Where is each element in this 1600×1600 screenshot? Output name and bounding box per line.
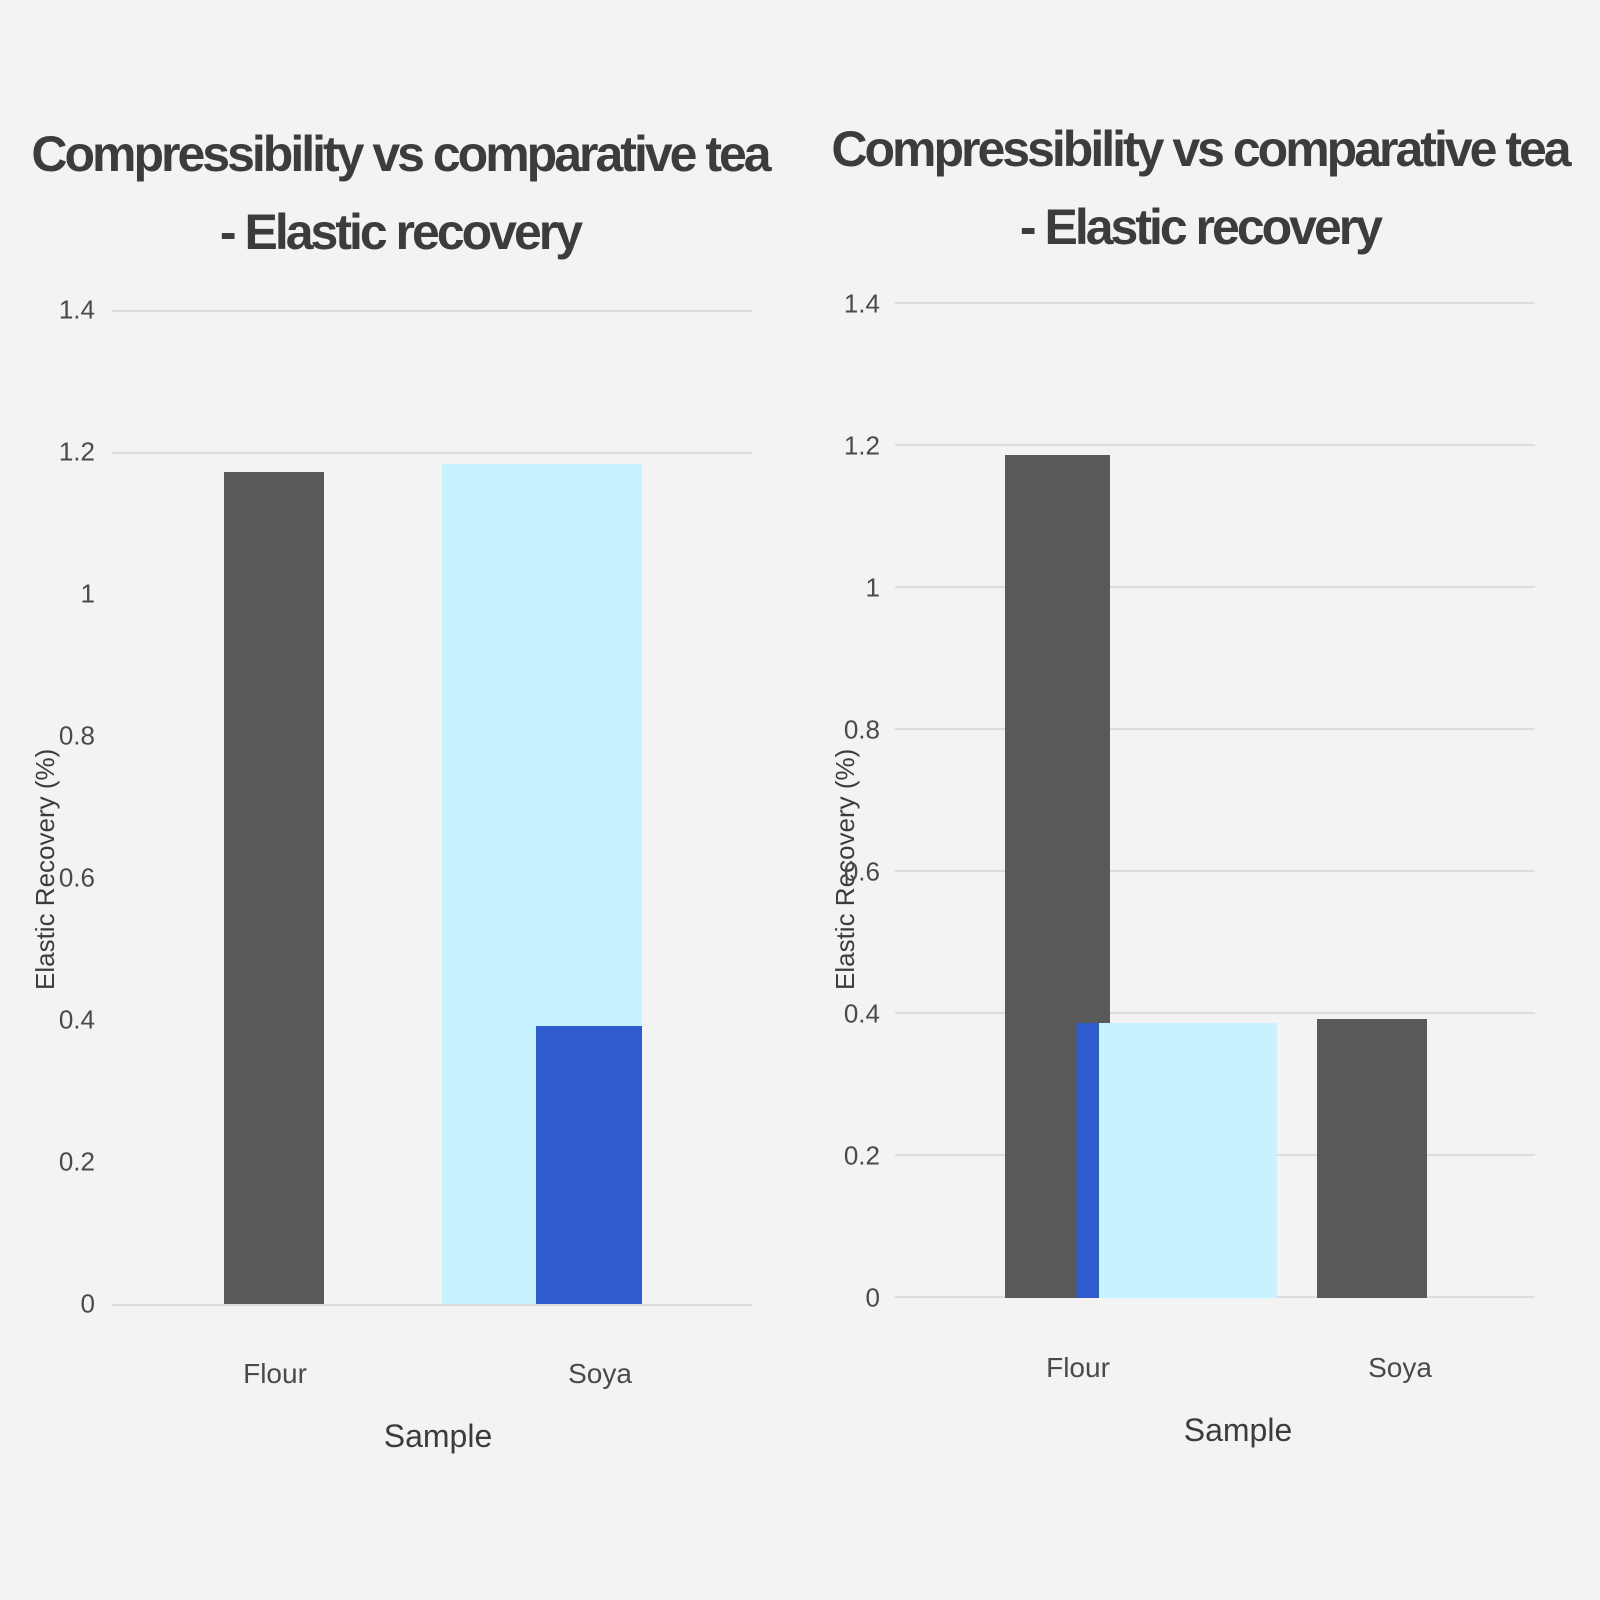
- y-tick: 0.8: [58, 720, 95, 751]
- bar-flour-series3[interactable]: [1099, 1023, 1277, 1298]
- y-tick: 0.2: [843, 1140, 880, 1171]
- gridline: [112, 1304, 752, 1306]
- x-tick-flour: Flour: [1046, 1352, 1110, 1383]
- right-title-line1: Compressibility vs comparative tea: [831, 121, 1571, 177]
- y-tick: 0.4: [58, 1004, 95, 1035]
- y-tick: 1: [80, 578, 95, 609]
- y-tick: 1: [865, 572, 880, 603]
- left-title-line1: Compressibility vs comparative tea: [31, 126, 771, 182]
- gridline: [895, 870, 1535, 872]
- gridline: [112, 310, 752, 312]
- left-chart-panel: Compressibility vs comparative tea - Ela…: [0, 115, 800, 1454]
- bar-soya-series3[interactable]: [536, 1026, 642, 1304]
- y-tick: 0: [865, 1282, 880, 1313]
- y-tick: 0.4: [843, 998, 880, 1029]
- gridline: [895, 586, 1535, 588]
- gridline: [895, 302, 1535, 304]
- y-tick: 1.2: [58, 436, 95, 467]
- y-tick: 0.2: [58, 1146, 95, 1177]
- right-chart-panel: Compressibility vs comparative tea - Ela…: [800, 0, 1600, 1600]
- x-tick-flour: Flour: [243, 1358, 307, 1389]
- left-plot-area: [112, 310, 752, 1306]
- gridline: [895, 444, 1535, 446]
- left-x-axis-label: Sample: [383, 1418, 493, 1454]
- y-tick: 0: [80, 1288, 95, 1319]
- y-tick: 0.8: [843, 714, 880, 745]
- y-tick: 1.4: [58, 294, 95, 325]
- bar-soya-series1[interactable]: [1317, 1019, 1427, 1298]
- gridline: [895, 728, 1535, 730]
- bar-flour-series1[interactable]: [224, 472, 324, 1304]
- right-x-axis-label: Sample: [1183, 1412, 1293, 1448]
- y-tick: 0.6: [58, 862, 95, 893]
- x-tick-soya: Soya: [568, 1358, 632, 1389]
- bar-flour-series2[interactable]: [1077, 1023, 1099, 1298]
- gridline: [112, 452, 752, 454]
- right-title-line2: - Elastic recovery: [1019, 199, 1383, 255]
- left-title-line2: - Elastic recovery: [219, 204, 583, 260]
- x-tick-soya: Soya: [1368, 1352, 1432, 1383]
- right-plot-area: [895, 302, 1535, 1298]
- left-chart-title: Compressibility vs comparative tea - Ela…: [0, 115, 800, 271]
- right-chart-title: Compressibility vs comparative tea - Ela…: [800, 110, 1600, 266]
- y-tick: 1.4: [843, 288, 880, 319]
- y-tick: 0.6: [843, 856, 880, 887]
- gridline: [895, 1012, 1535, 1014]
- y-tick: 1.2: [843, 430, 880, 461]
